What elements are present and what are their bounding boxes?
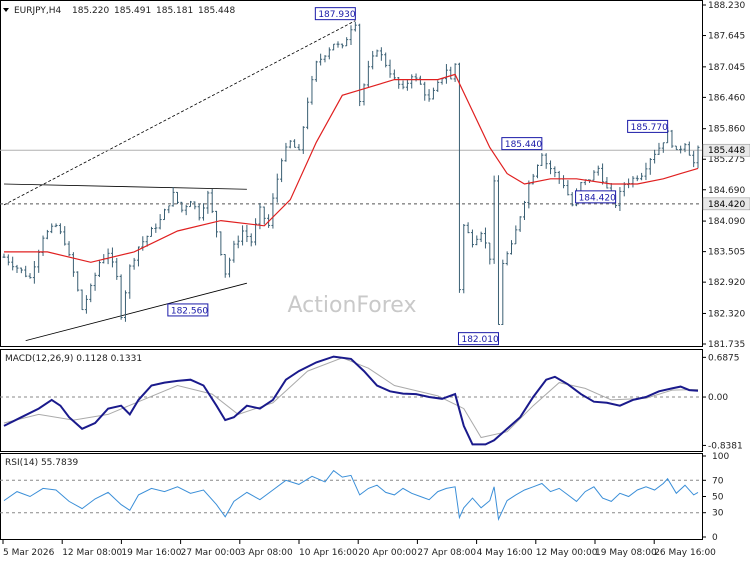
ohlc-close: 185.448: [198, 6, 235, 16]
current-price-label: 185.448: [708, 146, 745, 156]
rsi-title: RSI(14) 55.7839: [5, 458, 78, 468]
time-tick-label: 3 Apr 08:00: [240, 548, 293, 558]
rsi-tick-label: 50: [712, 493, 724, 503]
annotation-box: [457, 332, 499, 346]
rsi-tick-label: 70: [712, 476, 724, 486]
macd-title: MACD(12,26,9) 0.1128 0.1331: [5, 354, 142, 364]
price-tick-label: 187.045: [708, 63, 745, 73]
price-tick-label: 187.645: [708, 32, 745, 42]
price-tick-label: 182.320: [708, 309, 745, 319]
time-tick-label: 12 Mar 08:00: [62, 548, 122, 558]
price-tick-label: 186.460: [708, 93, 745, 103]
price-annotations: 187.930 182.560 182.010 185.440 184.420 185.7…: [167, 7, 669, 346]
trendline: [3, 20, 356, 206]
price-tick-label: 183.505: [708, 248, 745, 258]
price-panel: ActionForex 181.735 182.320 182.920 183.505…: [0, 0, 750, 350]
price-tick-label: 182.920: [708, 278, 745, 288]
rsi-line: [3, 469, 699, 521]
macd-line: [3, 355, 699, 446]
rsi-tick-label: 0: [712, 533, 718, 543]
time-tick-label: 12 May 00:00: [536, 548, 598, 558]
time-tick-label: 19 May 08:00: [595, 548, 657, 558]
chart-title-group: EURJPY,H4 185.220 185.491 185.181 185.44…: [3, 6, 235, 16]
macd-tick-label: 0.6875: [708, 353, 740, 363]
price-tick-label: 185.275: [708, 155, 745, 165]
support-level-label: 184.420: [708, 200, 745, 210]
moving-average-series: [4, 73, 699, 263]
time-tick-label: 5 Mar 2026: [3, 548, 55, 558]
trendlines: [3, 20, 356, 341]
trendline: [3, 183, 247, 190]
annotation-label: 184.420: [579, 193, 616, 203]
ohlc-high: 185.491: [114, 6, 151, 16]
rsi-series: [3, 469, 699, 521]
annotation-label: 182.010: [461, 335, 498, 345]
current-price-box-bg: [702, 143, 750, 157]
ohlc-low: 185.181: [156, 6, 193, 16]
annotation-box: [627, 119, 669, 133]
time-tick-label: 27 Apr 08:00: [417, 548, 476, 558]
annotation-label: 187.930: [318, 10, 355, 20]
macd-panel: 0.6875 0.00 -0.8381 MACD(12,26,9) 0.1128 0…: [0, 349, 743, 452]
chevron-down-icon[interactable]: [3, 8, 9, 12]
time-tick-label: 20 Apr 00:00: [358, 548, 417, 558]
macd-tick-label: 0.00: [708, 393, 728, 403]
annotation-label: 185.770: [631, 123, 668, 133]
moving-average-line: [4, 73, 699, 263]
rsi-tick-label: 100: [712, 452, 729, 462]
time-axis: 5 Mar 2026 12 Mar 08:00 19 Mar 16:00 27 Mar…: [2, 540, 716, 558]
time-tick-label: 19 Mar 16:00: [121, 548, 181, 558]
time-tick-label: 4 May 16:00: [477, 548, 533, 558]
support-level-box: 184.420: [702, 197, 750, 211]
macd-panel-frame: [0, 349, 703, 452]
time-tick-label: 26 May 16:00: [654, 548, 716, 558]
support-level-box-bg: [702, 197, 750, 211]
price-tick-label: 184.090: [708, 217, 745, 227]
rsi-tick-label: 30: [712, 509, 724, 519]
price-tick-label: 188.230: [708, 1, 745, 11]
annotation-label: 182.560: [171, 306, 208, 316]
price-tick-label: 181.735: [708, 340, 745, 350]
chart-title: EURJPY,H4: [14, 6, 62, 16]
time-tick-label: 27 Mar 00:00: [181, 548, 241, 558]
annotation-box: [501, 137, 543, 151]
macd-tick-label: -0.8381: [708, 441, 743, 451]
rsi-panel: 100 70 50 30 0 RSI(14) 55.7839: [0, 452, 729, 543]
price-panel-frame: [0, 0, 703, 347]
price-tick-label: 185.860: [708, 125, 745, 135]
macd-series: [3, 355, 699, 446]
macd-axis-ticks: 0.6875 0.00 -0.8381: [702, 353, 743, 451]
annotation-box: [167, 303, 209, 317]
annotation-label: 185.440: [505, 140, 542, 150]
annotation-box: [575, 190, 617, 204]
watermark: ActionForex: [288, 293, 417, 318]
current-price-box: 185.448: [702, 143, 750, 157]
annotation-box: [314, 7, 356, 21]
price-axis-ticks: 181.735 182.320 182.920 183.505 184.090 184.6…: [702, 1, 745, 350]
time-tick-label: 10 Apr 16:00: [299, 548, 358, 558]
rsi-axis-ticks: 100 70 50 30 0: [702, 452, 729, 543]
ohlc-open: 185.220: [72, 6, 109, 16]
price-tick-label: 184.690: [708, 186, 745, 196]
rsi-level-lines: [0, 479, 702, 514]
trendline: [25, 282, 248, 341]
